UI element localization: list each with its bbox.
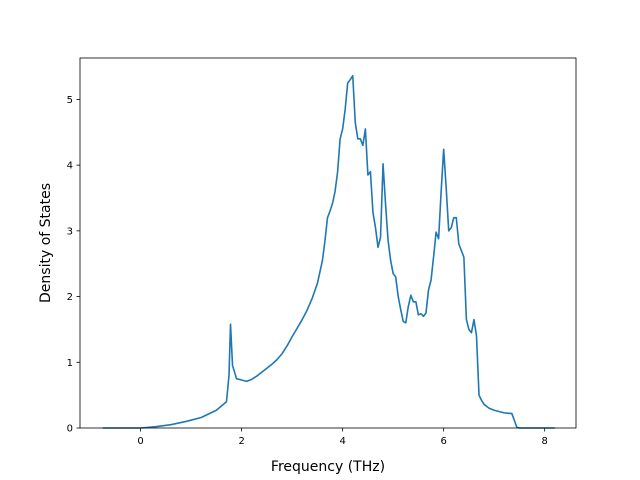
x-tick-label: 6 <box>440 436 446 447</box>
y-tick-label: 4 <box>67 161 73 172</box>
y-axis-label: Density of States <box>38 183 54 303</box>
plot-area <box>80 58 576 428</box>
x-tick-label: 2 <box>238 436 244 447</box>
x-axis-label: Frequency (THz) <box>271 459 385 475</box>
x-tick-label: 8 <box>541 436 547 447</box>
y-tick-label: 0 <box>67 424 73 435</box>
y-tick-label: 1 <box>67 358 73 369</box>
y-tick-label: 2 <box>67 292 73 303</box>
dos-series-line <box>102 74 555 429</box>
y-tick-label: 5 <box>67 95 73 106</box>
x-tick-label: 4 <box>339 436 345 447</box>
plot-frame <box>79 57 577 429</box>
x-tick-label: 0 <box>137 436 143 447</box>
y-tick-label: 3 <box>67 226 73 237</box>
tick-group: 0 2 4 6 8 0 1 2 3 4 5 <box>67 95 548 447</box>
